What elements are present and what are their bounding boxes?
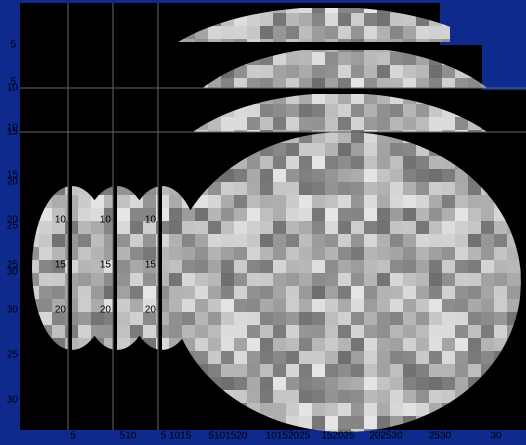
x-tick-label: 2530 (429, 431, 452, 442)
y-tick-label: 30 (7, 267, 19, 278)
y-tick-label: 10 (100, 215, 112, 226)
x-tick-label: 10152025 (266, 431, 311, 442)
y-tick-label: 25 (7, 221, 19, 232)
divider (68, 130, 72, 430)
x-tick-label: 152025 (321, 431, 355, 442)
y-tick-label: 25 (7, 350, 19, 361)
y-tick-label: 30 (7, 305, 19, 316)
x-tick-label: 510 (120, 431, 137, 442)
y-tick-label: 10 (55, 215, 67, 226)
figure: 5510101515202025253030253010152010152010… (0, 0, 526, 445)
divider (113, 130, 117, 430)
x-tick-label: 5 (70, 431, 76, 442)
y-tick-label: 10 (7, 83, 19, 94)
y-tick-label: 20 (100, 305, 112, 316)
x-tick-label: 5101520 (209, 431, 248, 442)
y-tick-label: 20 (55, 305, 67, 316)
image-disc (169, 132, 521, 432)
y-tick-label: 15 (100, 260, 112, 271)
y-tick-label: 20 (7, 177, 19, 188)
x-tick-label: 202530 (369, 431, 403, 442)
y-tick-label: 15 (55, 260, 67, 271)
y-tick-label: 15 (145, 260, 157, 271)
divider (158, 130, 162, 430)
x-tick-label: 5 1015 (161, 431, 192, 442)
y-tick-label: 10 (145, 215, 157, 226)
y-tick-label: 5 (10, 40, 16, 51)
y-tick-label: 30 (7, 395, 19, 406)
y-tick-label: 20 (145, 305, 157, 316)
y-tick-label: 15 (7, 127, 19, 138)
x-tick-label: 30 (490, 431, 502, 442)
